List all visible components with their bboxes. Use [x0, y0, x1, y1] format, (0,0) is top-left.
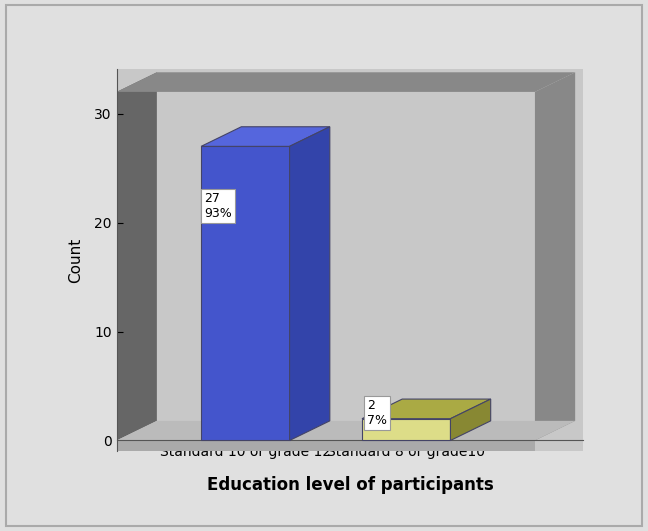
- Text: 27
93%: 27 93%: [204, 192, 232, 220]
- Polygon shape: [201, 127, 330, 147]
- Polygon shape: [117, 72, 575, 92]
- Bar: [201, 147, 290, 440]
- Y-axis label: Count: Count: [68, 237, 83, 283]
- Polygon shape: [535, 72, 575, 440]
- X-axis label: Education level of participants: Education level of participants: [207, 476, 493, 494]
- Polygon shape: [362, 399, 491, 418]
- Polygon shape: [117, 72, 157, 440]
- Polygon shape: [117, 440, 535, 451]
- Polygon shape: [290, 127, 330, 440]
- Polygon shape: [450, 399, 491, 440]
- Polygon shape: [117, 421, 575, 440]
- Text: 2
7%: 2 7%: [367, 399, 387, 427]
- Bar: [362, 418, 450, 440]
